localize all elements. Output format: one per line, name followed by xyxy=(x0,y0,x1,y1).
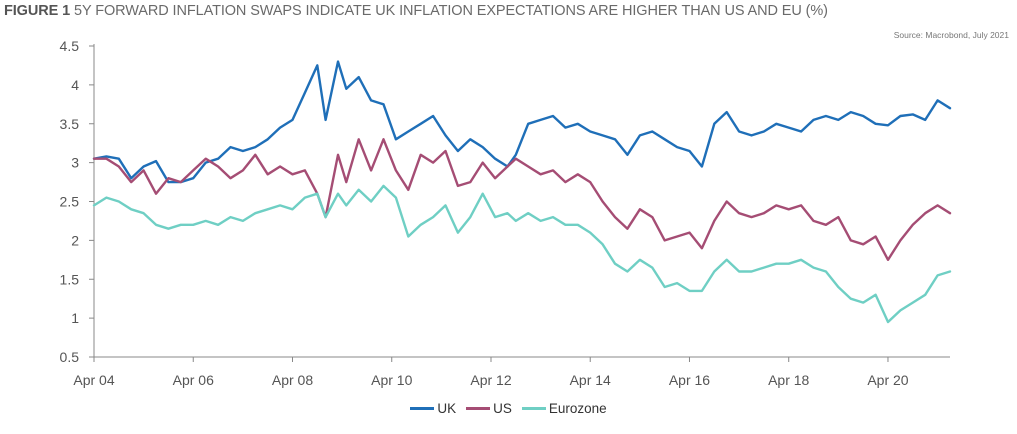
legend-label: US xyxy=(493,401,512,416)
legend-swatch xyxy=(410,407,435,410)
chart-legend: UK US Eurozone xyxy=(0,401,1017,416)
x-tick-label: Apr 08 xyxy=(272,372,313,388)
y-tick-label: 1 xyxy=(71,310,79,326)
legend-item-eurozone: Eurozone xyxy=(521,401,607,416)
title-text: 5Y FORWARD INFLATION SWAPS INDICATE UK I… xyxy=(74,3,828,19)
legend-swatch xyxy=(521,407,546,410)
legend-item-us: US xyxy=(466,401,512,416)
legend-swatch xyxy=(466,407,491,410)
x-tick-label: Apr 10 xyxy=(371,372,412,388)
y-tick-label: 3.5 xyxy=(60,116,80,132)
x-tick-label: Apr 14 xyxy=(570,372,611,388)
x-tick-label: Apr 18 xyxy=(768,372,809,388)
y-tick-label: 4.5 xyxy=(60,38,80,54)
legend-label: Eurozone xyxy=(548,401,607,416)
x-tick-label: Apr 16 xyxy=(669,372,710,388)
x-tick-label: Apr 20 xyxy=(867,372,908,388)
series-line-uk xyxy=(92,60,952,184)
y-tick-label: 3 xyxy=(71,155,79,171)
y-tick-label: 4 xyxy=(71,77,79,93)
x-tick-label: Apr 04 xyxy=(73,372,114,388)
line-chart: 4.5 4 3.5 3 2.5 2 1.5 1 0.5 Apr 04 Apr 06 Apr 08 Apr… xyxy=(60,38,952,388)
x-tick-label: Apr 06 xyxy=(173,372,214,388)
y-tick-label: 2 xyxy=(71,232,79,248)
series-line-eurozone xyxy=(92,184,952,324)
source-note: Source: Macrobond, July 2021 xyxy=(893,30,1009,40)
chart-title: FIGURE 1 5Y FORWARD INFLATION SWAPS INDI… xyxy=(4,3,828,19)
y-tick-label: 1.5 xyxy=(60,271,80,287)
x-tick-label: Apr 12 xyxy=(470,372,511,388)
figure-label: FIGURE 1 xyxy=(4,3,71,19)
legend-item-uk: UK xyxy=(410,401,456,416)
y-tick-label: 2.5 xyxy=(60,194,80,210)
series-line-us xyxy=(92,138,952,261)
legend-label: UK xyxy=(437,401,457,416)
y-tick-label: 0.5 xyxy=(60,349,80,365)
